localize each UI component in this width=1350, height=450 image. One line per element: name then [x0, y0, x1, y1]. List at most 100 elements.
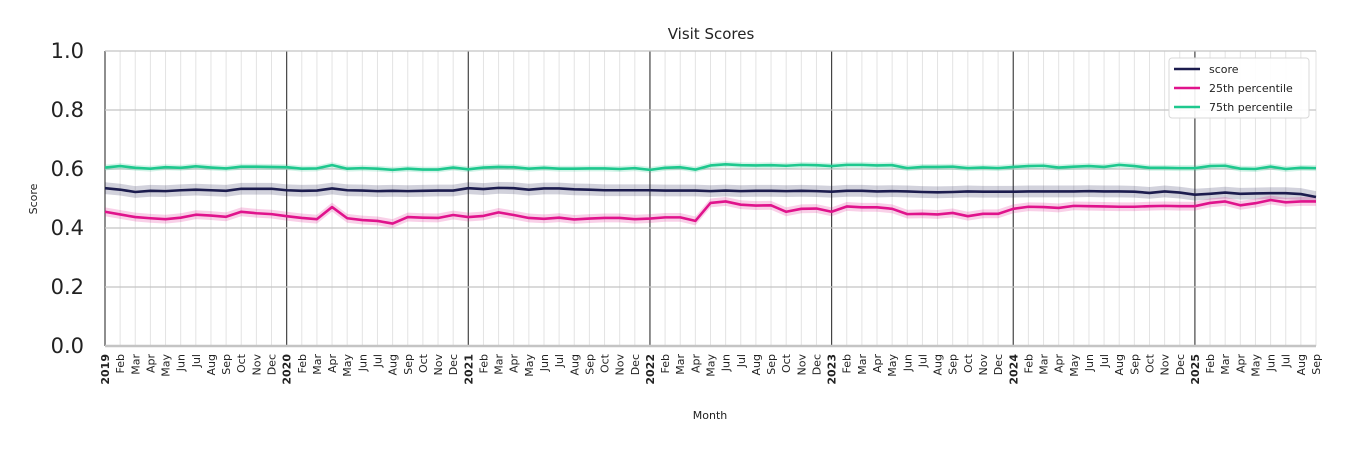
x-tick-label: Apr: [1234, 354, 1247, 374]
x-tick-label: May: [1249, 354, 1262, 377]
x-tick-label: 2022: [644, 354, 657, 385]
x-tick-label: Jul: [371, 354, 384, 368]
x-tick-label: Aug: [568, 354, 581, 375]
x-axis: 2019 Feb Mar Apr May Jun Jul Aug Sep Oct Nov Dec 202…: [99, 353, 1323, 384]
x-axis-label: Month: [693, 409, 728, 422]
x-tick-label: Aug: [750, 354, 763, 375]
x-tick-label: Jun: [538, 354, 551, 372]
x-tick-label: Jul: [1280, 354, 1293, 368]
x-tick-label: Aug: [1295, 354, 1308, 375]
legend-label: 25th percentile: [1209, 82, 1293, 95]
x-tick-label: Feb: [477, 354, 490, 373]
x-tick-label: May: [886, 354, 899, 377]
x-tick-label: Apr: [144, 354, 157, 374]
x-tick-label: Dec: [447, 354, 460, 375]
x-tick-label: Dec: [266, 354, 279, 375]
chart-title: Visit Scores: [668, 25, 755, 43]
legend-label: 75th percentile: [1209, 101, 1293, 114]
x-tick-label: Sep: [1310, 354, 1323, 375]
legend: score 25th percentile 75th percentile: [1168, 57, 1310, 119]
x-tick-label: Jun: [720, 354, 733, 372]
x-tick-label: Oct: [962, 353, 975, 373]
x-tick-label: 2024: [1007, 354, 1020, 385]
x-tick-label: Feb: [659, 354, 672, 373]
series-line: [104, 162, 1317, 172]
x-tick-label: Nov: [250, 354, 263, 376]
x-tick-label: Jul: [735, 354, 748, 368]
x-tick-label: Jul: [1098, 354, 1111, 368]
x-tick-label: Jun: [901, 354, 914, 372]
x-tick-label: Oct: [235, 353, 248, 373]
x-tick-label: Mar: [311, 354, 324, 375]
legend-label: score: [1209, 63, 1239, 76]
x-tick-label: Apr: [1053, 354, 1066, 374]
x-tick-label: May: [705, 354, 718, 377]
series-lines: [104, 162, 1317, 225]
x-tick-label: Apr: [326, 354, 339, 374]
x-tick-label: Feb: [1204, 354, 1217, 373]
x-tick-label: Apr: [689, 354, 702, 374]
x-tick-label: 2025: [1189, 354, 1202, 385]
x-tick-label: Jun: [356, 354, 369, 372]
y-tick-label: 1.0: [51, 39, 84, 63]
y-tick-label: 0.4: [51, 216, 84, 240]
confidence-band: [105, 181, 1316, 203]
x-tick-label: Aug: [1113, 354, 1126, 375]
x-tick-label: Jun: [1083, 354, 1096, 372]
x-tick-label: Mar: [129, 354, 142, 375]
x-tick-label: May: [523, 354, 536, 377]
x-tick-label: Nov: [432, 354, 445, 376]
x-tick-label: May: [341, 354, 354, 377]
y-axis-label: Score: [27, 183, 40, 214]
y-tick-label: 0.6: [51, 157, 84, 181]
x-tick-label: 2020: [281, 354, 294, 385]
y-tick-label: 0.0: [51, 334, 84, 358]
x-tick-label: May: [1068, 354, 1081, 377]
x-tick-label: Oct: [1143, 353, 1156, 373]
x-tick-label: Sep: [1128, 354, 1141, 375]
x-tick-label: Jul: [190, 354, 203, 368]
x-tick-label: Sep: [765, 354, 778, 375]
x-tick-label: Aug: [932, 354, 945, 375]
y-tick-label: 0.8: [51, 98, 84, 122]
x-tick-label: Feb: [296, 354, 309, 373]
x-tick-label: Mar: [1219, 354, 1232, 375]
x-tick-label: Nov: [977, 354, 990, 376]
x-tick-label: 2021: [462, 354, 475, 385]
x-tick-label: Sep: [947, 354, 960, 375]
x-tick-label: Dec: [1174, 354, 1187, 375]
y-axis: 0.0 0.2 0.4 0.6 0.8 1.0: [51, 39, 84, 358]
x-tick-label: Nov: [1159, 354, 1172, 376]
x-tick-label: Nov: [795, 354, 808, 376]
x-tick-label: Jun: [175, 354, 188, 372]
x-tick-label: May: [160, 354, 173, 377]
x-tick-label: Dec: [810, 354, 823, 375]
y-tick-label: 0.2: [51, 275, 84, 299]
x-tick-label: Dec: [629, 354, 642, 375]
series-line: [104, 186, 1317, 199]
x-tick-label: Dec: [992, 354, 1005, 375]
x-tick-label: Oct: [780, 353, 793, 373]
x-tick-label: Mar: [856, 354, 869, 375]
x-tick-label: Jul: [916, 354, 929, 368]
x-tick-label: 2019: [99, 354, 112, 385]
x-tick-label: Sep: [220, 354, 233, 375]
x-tick-label: Feb: [114, 354, 127, 373]
x-tick-label: Mar: [493, 354, 506, 375]
series-line: [104, 198, 1316, 225]
x-tick-label: Apr: [508, 354, 521, 374]
x-tick-label: Jul: [553, 354, 566, 368]
x-tick-label: 2023: [826, 354, 839, 385]
x-tick-label: Jun: [1265, 354, 1278, 372]
x-tick-label: Feb: [841, 354, 854, 373]
confidence-band: [105, 195, 1316, 228]
x-tick-label: Oct: [417, 353, 430, 373]
x-tick-label: Feb: [1022, 354, 1035, 373]
x-tick-label: Mar: [1038, 354, 1051, 375]
x-tick-label: Nov: [614, 354, 627, 376]
x-tick-label: Sep: [402, 354, 415, 375]
x-tick-label: Sep: [583, 354, 596, 375]
x-tick-label: Apr: [871, 354, 884, 374]
x-tick-label: Aug: [205, 354, 218, 375]
